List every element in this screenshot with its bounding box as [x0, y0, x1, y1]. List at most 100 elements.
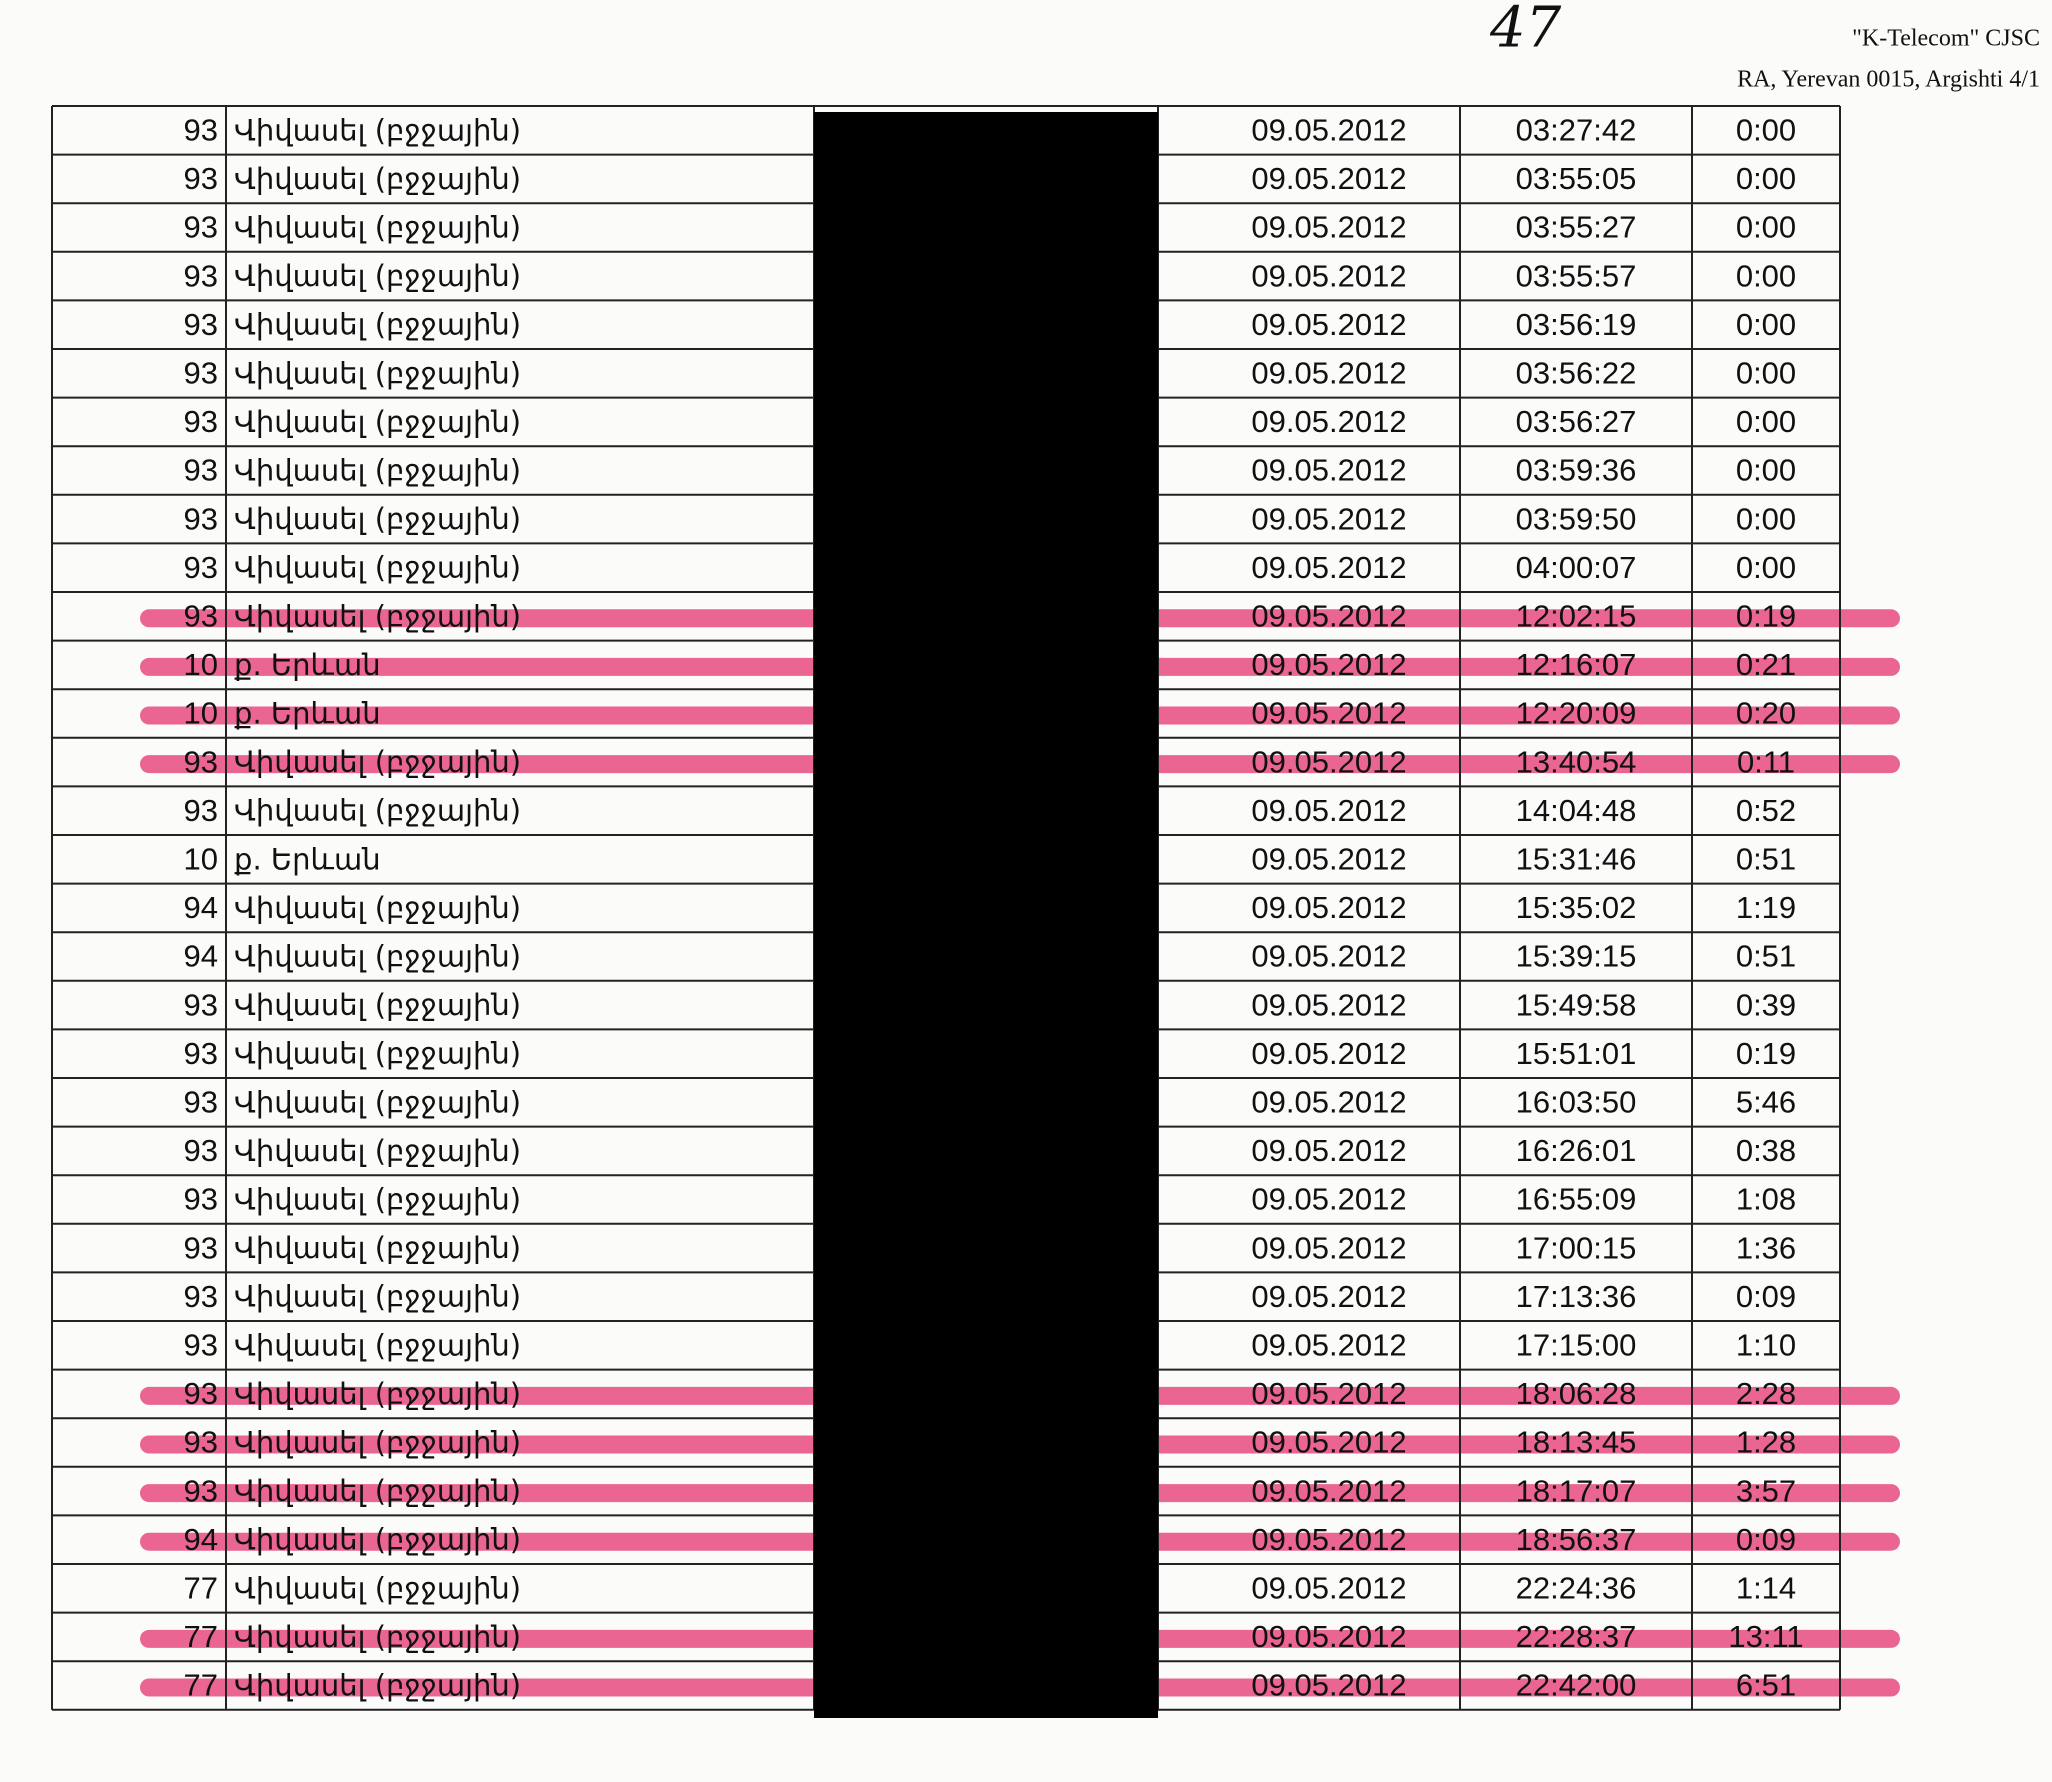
- operator: Վիվասել (բջջային): [234, 1183, 521, 1217]
- date: 09.05.2012: [1251, 1522, 1406, 1557]
- date: 09.05.2012: [1251, 1327, 1406, 1362]
- area-code: 93: [184, 112, 218, 147]
- operator: Վիվասել (բջջային): [234, 599, 521, 633]
- time: 03:56:19: [1516, 307, 1637, 342]
- time: 03:55:05: [1516, 161, 1637, 196]
- duration: 0:09: [1736, 1279, 1796, 1314]
- area-code: 93: [184, 501, 218, 536]
- time: 16:55:09: [1516, 1182, 1637, 1217]
- company: "K-Telecom" CJSC: [1852, 26, 2040, 52]
- operator: Վիվասել (բջջային): [234, 259, 521, 293]
- time: 18:06:28: [1516, 1376, 1637, 1411]
- date: 09.05.2012: [1251, 1619, 1406, 1654]
- operator: Վիվասել (բջջային): [234, 162, 521, 196]
- operator: Վիվասել (բջջային): [234, 1426, 521, 1460]
- date: 09.05.2012: [1251, 453, 1406, 488]
- time: 03:55:57: [1516, 258, 1637, 293]
- area-code: 93: [184, 210, 218, 245]
- time: 03:56:27: [1516, 404, 1637, 439]
- duration: 0:38: [1736, 1133, 1796, 1168]
- duration: 1:14: [1736, 1570, 1796, 1605]
- time: 03:55:27: [1516, 210, 1637, 245]
- duration: 0:39: [1736, 987, 1796, 1022]
- time: 18:17:07: [1516, 1473, 1637, 1508]
- duration: 1:08: [1736, 1182, 1796, 1217]
- area-code: 93: [184, 793, 218, 828]
- duration: 0:19: [1736, 598, 1796, 633]
- date: 09.05.2012: [1251, 307, 1406, 342]
- operator: Վիվասել (բջջային): [234, 1571, 521, 1605]
- date: 09.05.2012: [1251, 939, 1406, 974]
- duration: 0:00: [1736, 404, 1796, 439]
- operator: Վիվասել (բջջային): [234, 454, 521, 488]
- area-code: 93: [184, 987, 218, 1022]
- area-code: 93: [184, 404, 218, 439]
- time: 13:40:54: [1516, 744, 1637, 779]
- time: 14:04:48: [1516, 793, 1637, 828]
- area-code: 93: [184, 1133, 218, 1168]
- operator: Վիվասել (բջջային): [234, 1377, 521, 1411]
- operator: Վիվասել (բջջային): [234, 1328, 521, 1362]
- date: 09.05.2012: [1251, 501, 1406, 536]
- operator: Վիվասել (բջջային): [234, 988, 521, 1022]
- date: 09.05.2012: [1251, 793, 1406, 828]
- time: 15:35:02: [1516, 890, 1637, 925]
- duration: 0:00: [1736, 355, 1796, 390]
- area-code: 93: [184, 1327, 218, 1362]
- time: 03:59:50: [1516, 501, 1637, 536]
- time: 15:51:01: [1516, 1036, 1637, 1071]
- operator: Վիվասել (բջջային): [234, 356, 521, 390]
- date: 09.05.2012: [1251, 1084, 1406, 1119]
- date: 09.05.2012: [1251, 210, 1406, 245]
- operator: Վիվասել (բջջային): [234, 891, 521, 925]
- time: 17:13:36: [1516, 1279, 1637, 1314]
- page-number: 47: [1489, 0, 1562, 61]
- date: 09.05.2012: [1251, 1425, 1406, 1460]
- duration: 5:46: [1736, 1084, 1796, 1119]
- area-code: 94: [184, 890, 218, 925]
- operator: Վիվասել (բջջային): [234, 1669, 521, 1703]
- time: 12:20:09: [1516, 696, 1637, 731]
- time: 15:49:58: [1516, 987, 1637, 1022]
- duration: 1:36: [1736, 1230, 1796, 1265]
- duration: 0:52: [1736, 793, 1796, 828]
- time: 12:16:07: [1516, 647, 1637, 682]
- duration: 0:00: [1736, 210, 1796, 245]
- time: 17:00:15: [1516, 1230, 1637, 1265]
- operator: Վիվասել (բջջային): [234, 211, 521, 245]
- area-code: 77: [184, 1619, 218, 1654]
- duration: 13:11: [1728, 1619, 1803, 1654]
- time: 17:15:00: [1516, 1327, 1637, 1362]
- area-code: 10: [184, 647, 218, 682]
- time: 22:28:37: [1516, 1619, 1637, 1654]
- time: 16:26:01: [1516, 1133, 1637, 1168]
- date: 09.05.2012: [1251, 1668, 1406, 1703]
- date: 09.05.2012: [1251, 404, 1406, 439]
- operator: Վիվասել (բջջային): [234, 745, 521, 779]
- operator: Վիվասել (բջջային): [234, 1134, 521, 1168]
- operator: ք. Երևան: [234, 842, 381, 876]
- time: 22:42:00: [1516, 1668, 1637, 1703]
- time: 15:31:46: [1516, 841, 1637, 876]
- operator: Վիվասել (բջջային): [234, 551, 521, 585]
- duration: 2:28: [1736, 1376, 1796, 1411]
- operator: Վիվասել (բջջային): [234, 1231, 521, 1265]
- date: 09.05.2012: [1251, 1376, 1406, 1411]
- area-code: 10: [184, 841, 218, 876]
- date: 09.05.2012: [1251, 1182, 1406, 1217]
- operator: Վիվասել (բջջային): [234, 1037, 521, 1071]
- operator: Վիվասել (բջջային): [234, 1523, 521, 1557]
- area-code: 93: [184, 1084, 218, 1119]
- date: 09.05.2012: [1251, 598, 1406, 633]
- time: 15:39:15: [1516, 939, 1637, 974]
- time: 04:00:07: [1516, 550, 1637, 585]
- operator: ք. Երևան: [234, 697, 381, 731]
- operator: Վիվասել (բջջային): [234, 113, 521, 147]
- time: 12:02:15: [1516, 598, 1637, 633]
- area-code: 94: [184, 939, 218, 974]
- date: 09.05.2012: [1251, 1230, 1406, 1265]
- area-code: 93: [184, 598, 218, 633]
- duration: 0:00: [1736, 258, 1796, 293]
- date: 09.05.2012: [1251, 744, 1406, 779]
